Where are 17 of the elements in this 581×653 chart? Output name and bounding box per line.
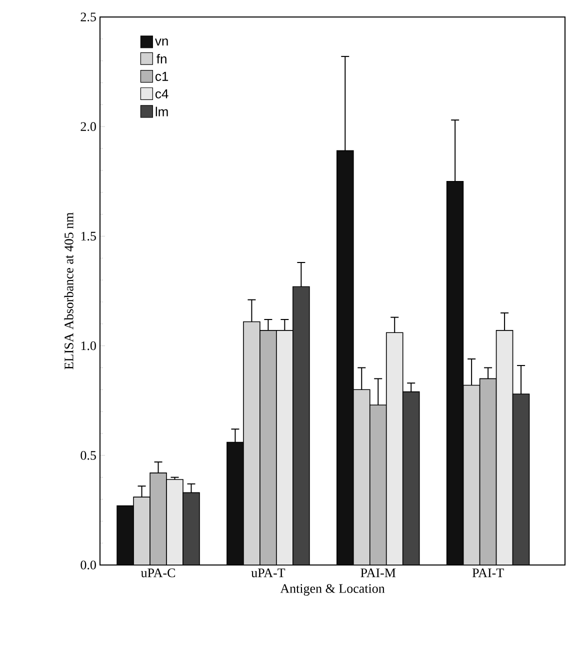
legend-label: fn <box>156 54 166 64</box>
x-tick-label: uPA-T <box>251 568 286 578</box>
y-tick-label: 2.0 <box>80 122 96 132</box>
legend-label: vn <box>155 38 168 46</box>
y-tick-label: 2.5 <box>80 12 96 22</box>
y-tick-label: 0.0 <box>80 560 96 570</box>
y-axis-title: ELISA Absorbance at 405 nm <box>64 212 74 370</box>
x-tick-label: PAI-T <box>472 568 504 578</box>
y-tick-label: 1.0 <box>81 341 96 350</box>
legend-label: c1 <box>156 72 168 81</box>
y-tick-label: 0.5 <box>80 450 96 460</box>
legend-label: lm <box>156 106 168 116</box>
x-tick-label: PAI-M <box>360 568 396 578</box>
legend-label: c4 <box>156 89 168 98</box>
x-tick-label: uPA-C <box>140 568 176 578</box>
y-tick-label: 1.5 <box>81 232 96 241</box>
x-axis-title: Antigen & Location <box>280 584 385 596</box>
